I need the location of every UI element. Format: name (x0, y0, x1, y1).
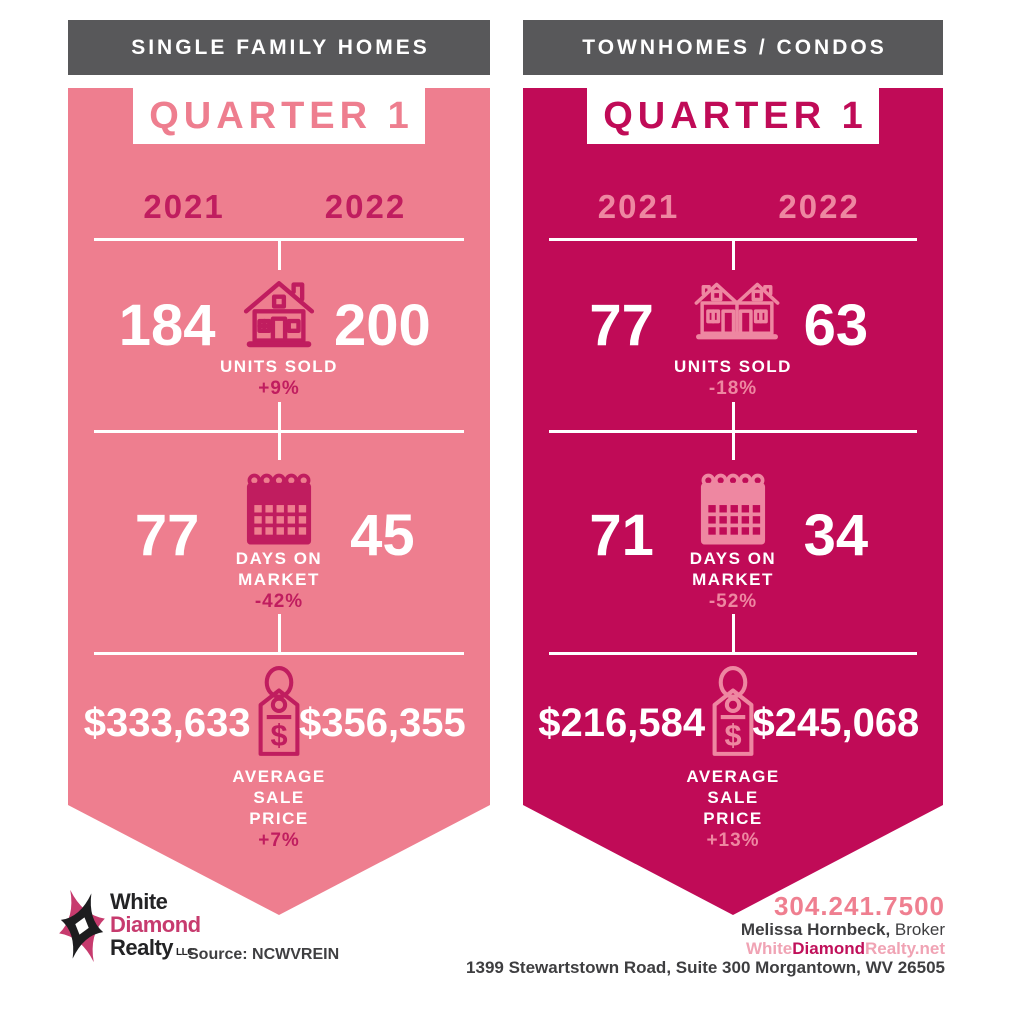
svg-text:$: $ (270, 719, 287, 753)
townhouses-icon (694, 276, 780, 354)
units-sold-2022: 63 (803, 293, 869, 358)
divider-tick (731, 238, 735, 270)
units-sold-2021: 184 (118, 293, 216, 358)
avg-sale-price-change: +7% (258, 830, 300, 851)
units-sold-label: UNITS SOLD (220, 357, 338, 376)
days-on-market-2021: 71 (589, 503, 654, 568)
pennant-banner: QUARTER 1 2021 2022 184 (68, 88, 490, 915)
phone-number: 304.241.7500 (773, 891, 945, 921)
units-sold-change: -18% (708, 378, 758, 399)
avg-sale-price-2022: $356,355 (298, 701, 466, 745)
avg-sale-price-2021: $216,584 (538, 701, 706, 745)
quarter-box: QUARTER 1 (133, 88, 425, 144)
avg-sale-price-2021: $333,633 (83, 701, 251, 745)
units-sold-label: UNITS SOLD (674, 357, 792, 376)
logo-wordmark: White Diamond Realty LLC (110, 890, 201, 964)
year-2022-heading: 2022 (778, 188, 860, 225)
avg-sale-price-2022: $245,068 (752, 701, 920, 745)
divider-tick (277, 402, 281, 460)
divider-tick (277, 238, 281, 270)
panel-header-bar: SINGLE FAMILY HOMES (68, 20, 490, 75)
logo-word-llc: LLC (176, 947, 194, 958)
panel-single-family-homes: SINGLE FAMILY HOMES QUARTER 1 2021 2022 … (68, 20, 490, 915)
avg-sale-price-change: +13% (706, 830, 760, 851)
panel-townhomes-condos: TOWNHOMES / CONDOS QUARTER 1 2021 2022 7… (523, 20, 943, 915)
avg-sale-price-label: AVERAGE SALE PRICE (686, 767, 780, 828)
units-sold-2021: 77 (589, 293, 654, 358)
divider-tick (277, 614, 281, 654)
days-on-market-label: DAYS ON MARKET (235, 549, 323, 589)
units-sold-2022: 200 (333, 293, 431, 358)
house-icon (240, 276, 318, 354)
website-url: WhiteDiamondRealty.net (745, 939, 945, 958)
days-on-market-2022: 45 (350, 503, 415, 568)
logo-word-diamond: Diamond (110, 912, 201, 937)
data-source-note: Source: NCWVREIN (188, 946, 340, 963)
days-on-market-change: -52% (708, 591, 758, 612)
logo-word-white: White (110, 889, 168, 914)
year-2021-heading: 2021 (143, 188, 225, 225)
units-sold-change: +9% (258, 378, 300, 399)
quarter-label: QUARTER 1 (603, 94, 868, 137)
quarter-label: QUARTER 1 (149, 94, 414, 137)
pennant-banner: QUARTER 1 2021 2022 77 (523, 88, 943, 915)
avg-sale-price-label: AVERAGE SALE PRICE (232, 767, 326, 828)
office-address: 1399 Stewartstown Road, Suite 300 Morgan… (466, 958, 945, 977)
broker-line: Melissa Hornbeck, Broker (740, 920, 945, 939)
price-tag-icon: $ (700, 666, 766, 760)
days-on-market-2022: 34 (803, 503, 869, 568)
calendar-icon (696, 470, 770, 550)
panel-header-bar: TOWNHOMES / CONDOS (523, 20, 943, 75)
year-2021-heading: 2021 (597, 188, 680, 225)
days-on-market-label: DAYS ON MARKET (689, 549, 777, 589)
days-on-market-change: -42% (254, 591, 304, 612)
year-2022-heading: 2022 (324, 188, 407, 225)
contact-block: 304.241.7500 Melissa Hornbeck, Broker Wh… (466, 892, 945, 977)
price-tag-icon: $ (246, 666, 312, 760)
panel-title: SINGLE FAMILY HOMES (131, 35, 430, 59)
panel-title: TOWNHOMES / CONDOS (582, 35, 887, 59)
svg-text:$: $ (724, 719, 741, 753)
diamond-star-icon (59, 889, 105, 963)
quarter-box: QUARTER 1 (587, 88, 879, 144)
divider-tick (731, 402, 735, 460)
calendar-icon (242, 470, 316, 550)
days-on-market-2021: 77 (134, 503, 200, 568)
divider-tick (731, 614, 735, 654)
logo-word-realty: Realty LLC (110, 935, 194, 960)
